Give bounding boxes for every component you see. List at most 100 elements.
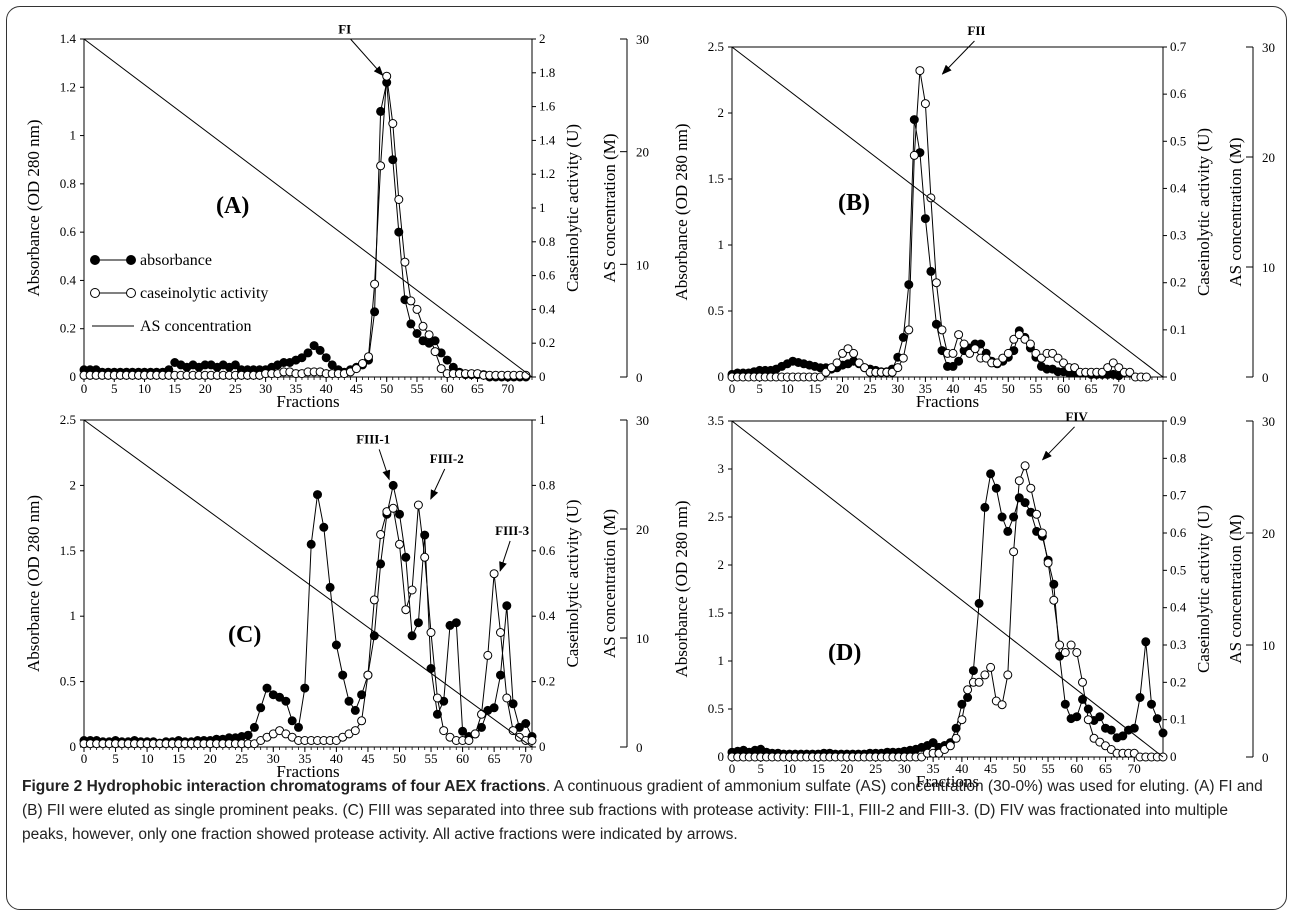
activity-point — [436, 364, 446, 374]
right-tick-label: 0.8 — [1170, 450, 1186, 465]
absorbance-point — [275, 692, 285, 702]
x-tick-label: 70 — [519, 751, 532, 766]
x-tick-label: 65 — [1085, 381, 1098, 396]
absorbance-point — [376, 106, 386, 116]
series-line — [84, 485, 533, 744]
absorbance-point — [997, 512, 1007, 522]
activity-point — [1032, 509, 1042, 519]
activity-point — [963, 685, 973, 695]
x-tick-label: 70 — [501, 381, 514, 396]
x-tick-label: 20 — [199, 381, 212, 396]
activity-point — [920, 99, 930, 109]
activity-point — [527, 736, 537, 745]
absorbance-point — [928, 738, 938, 748]
activity-point — [909, 150, 919, 160]
activity-point — [382, 71, 392, 81]
x-tick-label: 15 — [168, 381, 181, 396]
absorbance-point — [1147, 699, 1156, 709]
x-tick-label: 60 — [441, 381, 454, 396]
right-tick-label: 1 — [539, 200, 546, 215]
activity-point — [477, 709, 486, 719]
activity-point — [412, 304, 422, 314]
x-tick-label: 65 — [1099, 761, 1112, 776]
absorbance-point — [1118, 731, 1128, 741]
right-tick-label: 0.5 — [1170, 133, 1186, 148]
left-tick-label: 0 — [70, 739, 77, 754]
left-tick-label: 3 — [718, 461, 725, 476]
as-tick-label: 30 — [1262, 414, 1275, 429]
activity-point — [364, 352, 373, 362]
right-tick-label: 0 — [539, 739, 546, 754]
x-tick-label: 55 — [1042, 761, 1055, 776]
activity-point — [951, 733, 961, 743]
series-caseinolytic-activity — [79, 500, 537, 749]
activity-point — [931, 278, 941, 288]
x-tick-label: 0 — [729, 381, 736, 396]
right-tick-label: 0.8 — [539, 234, 555, 249]
left-tick-label: 3.5 — [708, 413, 724, 428]
right-axis-label: Caseinolytic activity (U) — [563, 499, 582, 667]
left-axis-label: Absorbance (OD 280 nm) — [24, 495, 43, 672]
activity-point — [926, 193, 936, 203]
x-tick-label: 40 — [947, 381, 960, 396]
absorbance-point — [951, 723, 961, 733]
absorbance-point — [458, 726, 468, 736]
absorbance-point — [300, 683, 310, 693]
absorbance-point — [986, 469, 996, 479]
activity-point — [898, 353, 908, 363]
x-tick-label: 45 — [350, 381, 363, 396]
absorbance-point — [287, 716, 297, 726]
annotation-arrow — [499, 540, 511, 572]
absorbance-point — [331, 640, 341, 650]
figure-caption: Figure 2 Hydrophobic interaction chromat… — [22, 775, 1272, 847]
absorbance-point — [350, 705, 360, 715]
left-tick-label: 0.6 — [60, 224, 77, 239]
right-tick-label: 0.9 — [1170, 413, 1186, 428]
as-tick-label: 20 — [636, 522, 649, 537]
absorbance-point — [1095, 712, 1105, 722]
absorbance-point — [401, 552, 411, 562]
absorbance-point — [926, 266, 936, 276]
legend-marker — [90, 255, 100, 265]
activity-point — [904, 325, 914, 335]
activity-point — [980, 670, 990, 680]
right-tick-label: 0.1 — [1170, 322, 1186, 337]
x-tick-label: 55 — [410, 381, 423, 396]
x-axis-label: Fractions — [276, 762, 339, 781]
right-tick-label: 0.2 — [1170, 275, 1186, 290]
activity-point — [370, 279, 380, 289]
x-tick-label: 55 — [425, 751, 438, 766]
x-tick-label: 60 — [456, 751, 469, 766]
absorbance-point — [303, 348, 313, 358]
left-tick-label: 0.2 — [60, 321, 76, 336]
x-tick-label: 65 — [471, 381, 484, 396]
as-tick-label: 30 — [636, 413, 649, 428]
panel-label: (B) — [838, 190, 870, 216]
absorbance-point — [262, 683, 272, 693]
absorbance-point — [1135, 693, 1145, 702]
as-tick-label: 10 — [1262, 260, 1275, 275]
right-tick-label: 0.8 — [539, 477, 555, 492]
activity-point — [376, 530, 386, 539]
activity-point — [970, 344, 980, 354]
right-axis-label: Caseinolytic activity (U) — [1194, 128, 1213, 296]
as-tick-label: 0 — [1262, 750, 1269, 765]
x-tick-label: 5 — [757, 761, 764, 776]
left-tick-label: 2.5 — [60, 412, 76, 427]
activity-point — [395, 539, 404, 549]
legend-marker — [90, 288, 100, 298]
left-tick-label: 1.4 — [60, 31, 77, 46]
activity-point — [1003, 348, 1013, 358]
activity-point — [1066, 640, 1076, 650]
x-tick-label: 35 — [919, 381, 932, 396]
absorbance-point — [306, 539, 316, 549]
absorbance-point — [991, 483, 1001, 493]
absorbance-point — [1083, 704, 1093, 714]
annotation-label: FIII-3 — [495, 523, 529, 538]
activity-point — [1083, 715, 1093, 725]
right-tick-label: 0.3 — [1170, 637, 1186, 652]
as-tick-label: 20 — [1262, 526, 1275, 541]
as-tick-label: 20 — [636, 145, 649, 160]
left-tick-label: 0.4 — [60, 272, 77, 287]
